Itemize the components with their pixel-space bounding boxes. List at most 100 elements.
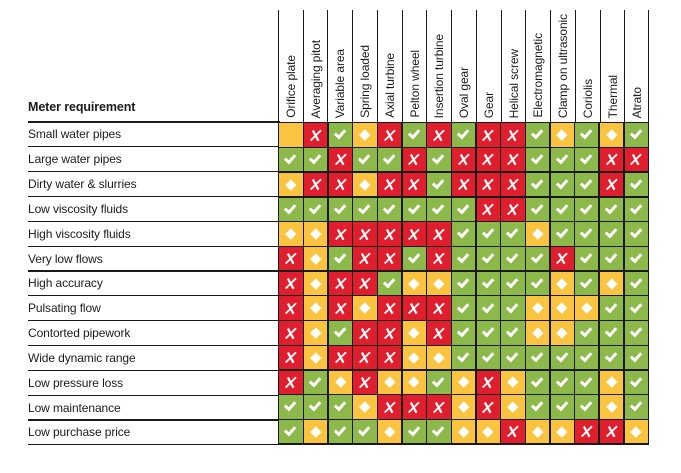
column-header-label: Gear [481, 91, 496, 118]
matrix-cell-y [304, 148, 328, 172]
matrix-cell-y [451, 197, 476, 221]
column-header: Orifice plate [278, 10, 303, 122]
matrix-cell-n [279, 321, 303, 345]
check-icon [456, 324, 470, 338]
matrix-cell-y [279, 395, 303, 419]
cross-icon [359, 376, 372, 389]
cross-icon [605, 153, 618, 166]
matrix-cell-n [328, 148, 352, 172]
matrix-cell-n [476, 370, 500, 394]
matrix-cell-n [328, 271, 352, 296]
matrix-cell-y [550, 370, 574, 394]
matrix-cell-m [599, 123, 624, 147]
check-icon [530, 126, 544, 141]
check-icon [358, 151, 371, 165]
matrix-cell-y [575, 345, 599, 370]
check-icon [284, 151, 297, 165]
matrix-cell-y [624, 271, 648, 296]
cross-icon [408, 302, 421, 315]
check-icon [629, 374, 643, 388]
check-icon [407, 250, 421, 264]
column-header-label: Helical screw [506, 48, 521, 118]
check-icon [604, 349, 618, 363]
check-icon [555, 151, 569, 165]
matrix-cell-y [550, 395, 574, 419]
check-icon [629, 300, 643, 314]
matrix-cell-n [427, 222, 451, 246]
check-icon [555, 349, 569, 363]
diamond-icon [310, 253, 322, 265]
matrix-cell-n [353, 222, 377, 246]
column-header-label: Spring loaded [358, 45, 373, 118]
matrix-cell-n [476, 197, 500, 221]
matrix-cell-n [476, 123, 500, 147]
matrix-cell-y [575, 395, 599, 419]
matrix-cell-y [476, 247, 500, 271]
matrix-cell-y [501, 271, 525, 296]
row-label: Low pressure loss [28, 375, 124, 390]
check-icon [432, 176, 445, 190]
matrix-cell-n [378, 296, 402, 320]
check-icon [579, 250, 593, 264]
check-icon [407, 423, 421, 437]
cross-icon [285, 351, 298, 364]
diamond-icon [556, 426, 568, 438]
check-icon [629, 225, 643, 239]
matrix-cell-y [575, 321, 599, 345]
matrix-cell-n [599, 148, 624, 172]
matrix-cell-y [402, 197, 426, 221]
matrix-cell-n [353, 271, 377, 296]
matrix-cell-n [476, 148, 500, 172]
check-icon [505, 225, 519, 239]
column-header: Averaging pitot [302, 10, 328, 122]
check-icon [555, 225, 569, 239]
matrix-cell-y [501, 345, 525, 370]
matrix-cell-n [353, 370, 377, 394]
matrix-cell-m [402, 321, 426, 345]
matrix-cell-y [550, 172, 574, 197]
column-header-label: Pelton wheel [407, 50, 422, 118]
matrix-cell-n [279, 345, 303, 370]
matrix-cell-n [402, 148, 426, 172]
check-icon [604, 250, 618, 264]
diamond-icon [334, 376, 346, 388]
matrix-cell-n [353, 345, 377, 370]
matrix-cell-y [427, 172, 451, 197]
matrix-cell-m [451, 420, 476, 444]
matrix-cell-n [402, 172, 426, 197]
check-icon [382, 151, 396, 165]
check-icon [629, 324, 643, 338]
matrix-cell-y [451, 321, 476, 345]
matrix-cell-y [451, 123, 476, 147]
matrix-cell-y [550, 148, 574, 172]
check-icon [456, 349, 470, 363]
check-icon [629, 398, 643, 413]
cross-icon [433, 228, 446, 241]
check-icon [530, 151, 544, 165]
column-header-label: Axial turbine [382, 53, 397, 118]
matrix-cell-m [451, 370, 476, 394]
matrix-cell-y [575, 222, 599, 246]
cross-icon [383, 302, 396, 315]
check-icon [308, 374, 322, 388]
check-icon [530, 250, 544, 264]
matrix-cell-y [476, 321, 500, 345]
matrix-cell-m [353, 172, 377, 197]
check-icon [382, 275, 396, 289]
column-header: Insertion turbine [426, 10, 451, 122]
check-icon [629, 201, 643, 215]
check-icon [530, 398, 544, 413]
matrix-cell-y [427, 370, 451, 394]
row-label: Low purchase price [28, 425, 131, 440]
diamond-icon [310, 327, 322, 339]
matrix-cell-y [501, 247, 525, 271]
matrix-cell-m [476, 420, 500, 444]
diamond-icon [310, 352, 322, 363]
matrix-cell-y [525, 247, 550, 271]
check-icon [505, 250, 519, 264]
check-icon [358, 423, 371, 437]
check-icon [505, 300, 519, 314]
matrix-cell-n [402, 395, 426, 419]
matrix-cell-n [328, 222, 352, 246]
diamond-icon [285, 179, 297, 190]
